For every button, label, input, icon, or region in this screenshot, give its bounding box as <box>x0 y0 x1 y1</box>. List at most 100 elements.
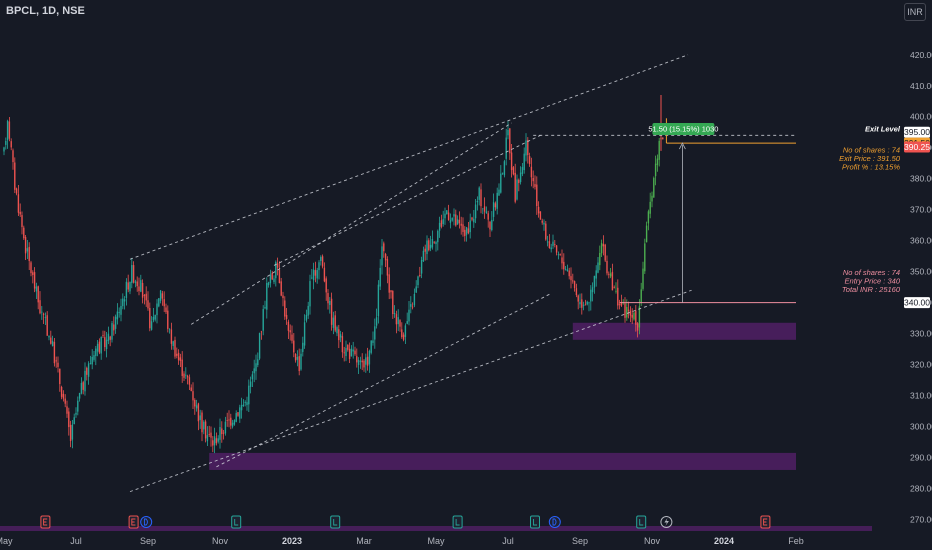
candle-body <box>521 167 524 174</box>
candle-body <box>75 412 77 415</box>
candle-body <box>156 303 158 316</box>
candle-body <box>624 303 626 318</box>
candle-body <box>127 282 129 290</box>
symbol-title[interactable]: BPCL, 1D, NSE <box>6 5 85 17</box>
candle-body <box>455 214 457 226</box>
split-event-icon <box>660 516 673 528</box>
price-tick-label: 330.00 <box>910 329 932 339</box>
candle-body <box>60 386 63 397</box>
candle-body <box>348 348 351 359</box>
time-tick-label: Jul <box>502 536 514 546</box>
candle-body <box>260 331 263 333</box>
time-tick-label: Feb <box>788 536 804 546</box>
candle-body <box>42 313 45 315</box>
e-glyph-icon <box>131 518 136 526</box>
candle-body <box>64 398 66 404</box>
candle-body <box>102 335 104 336</box>
candle-body <box>170 329 173 344</box>
candle-body <box>401 329 403 338</box>
candle-body <box>332 317 335 328</box>
candle-body <box>638 306 641 328</box>
candle-body <box>140 280 142 292</box>
candle-body <box>600 243 603 254</box>
candle-body <box>620 301 623 306</box>
candle-body <box>204 421 207 439</box>
price-tick-label: 400.00 <box>910 112 932 122</box>
candle-body <box>228 419 230 421</box>
candle-body <box>645 225 648 243</box>
candle-body <box>341 336 344 353</box>
candle-body <box>262 309 264 331</box>
price-tag-label: 395.00 <box>904 127 930 137</box>
candle-body <box>276 263 279 268</box>
candle-body <box>512 167 515 175</box>
candle-body <box>26 248 29 252</box>
candle-body <box>69 424 72 442</box>
price-tag-label: 340.00 <box>904 298 930 308</box>
candle-body <box>420 260 423 274</box>
demand-zone-upper <box>572 322 796 340</box>
candle-body <box>174 339 176 357</box>
candle-body <box>424 248 426 252</box>
candle-body <box>491 219 493 231</box>
candle-body <box>168 328 171 330</box>
candle-body <box>516 179 518 200</box>
candle-body <box>435 242 437 245</box>
candle-body <box>647 211 650 224</box>
candle-body <box>318 262 320 271</box>
events-strip <box>0 526 872 531</box>
time-axis[interactable]: May Jul Sep Nov 2023 Mar May Jul Sep Nov 2024 Feb <box>0 536 804 546</box>
candle-body <box>68 411 70 428</box>
candle-body <box>118 312 120 313</box>
price-tick-label: 380.00 <box>910 174 932 184</box>
candle-body <box>539 211 542 220</box>
candle-body <box>383 243 385 252</box>
candle-body <box>294 353 297 361</box>
candle-body <box>530 166 533 178</box>
candle-body <box>503 161 506 176</box>
candle-body <box>500 173 502 193</box>
candle-body <box>465 227 468 235</box>
candle-body <box>44 317 47 318</box>
price-tick-label: 350.00 <box>910 267 932 277</box>
candle-body <box>258 333 261 359</box>
candle-body <box>636 323 639 331</box>
price-tick-label: 280.00 <box>910 484 932 494</box>
candle-body <box>444 213 446 219</box>
candle-body <box>159 290 162 301</box>
candle-body <box>501 172 504 174</box>
candle-body <box>489 221 491 230</box>
l-glyph-icon <box>455 519 460 526</box>
candle-body <box>356 356 358 363</box>
time-tick-label: May <box>427 536 445 546</box>
price-tag-label: 390.25 <box>904 142 930 152</box>
candle-body <box>496 192 498 209</box>
dividend-d-icon <box>143 518 148 526</box>
price-axis[interactable]: 270.00 280.00 290.00 300.00 310.00 320.00 330.… <box>904 50 932 525</box>
candle-body <box>145 293 147 301</box>
candle-body <box>143 295 146 296</box>
candle-body <box>518 179 520 184</box>
candle-body <box>509 128 511 154</box>
candle-body <box>473 218 475 223</box>
events-layer[interactable] <box>40 515 771 529</box>
candle-body <box>494 203 497 208</box>
candle-body <box>366 356 369 366</box>
candle-body <box>568 270 570 277</box>
candle-body <box>203 421 205 430</box>
candle-body <box>179 357 182 361</box>
price-tick-label: 300.00 <box>910 422 932 432</box>
candle-body <box>550 247 552 250</box>
candle-body <box>217 438 219 442</box>
candle-body <box>329 301 331 305</box>
candle-body <box>129 281 131 292</box>
candle-body <box>219 426 221 440</box>
price-tick-label: 420.00 <box>910 50 932 60</box>
candle-body <box>86 367 88 375</box>
candle-body <box>532 178 534 182</box>
candle-body <box>111 323 113 340</box>
candle-body <box>3 147 5 152</box>
candle-body <box>93 355 95 360</box>
currency-button[interactable]: INR <box>904 3 926 21</box>
